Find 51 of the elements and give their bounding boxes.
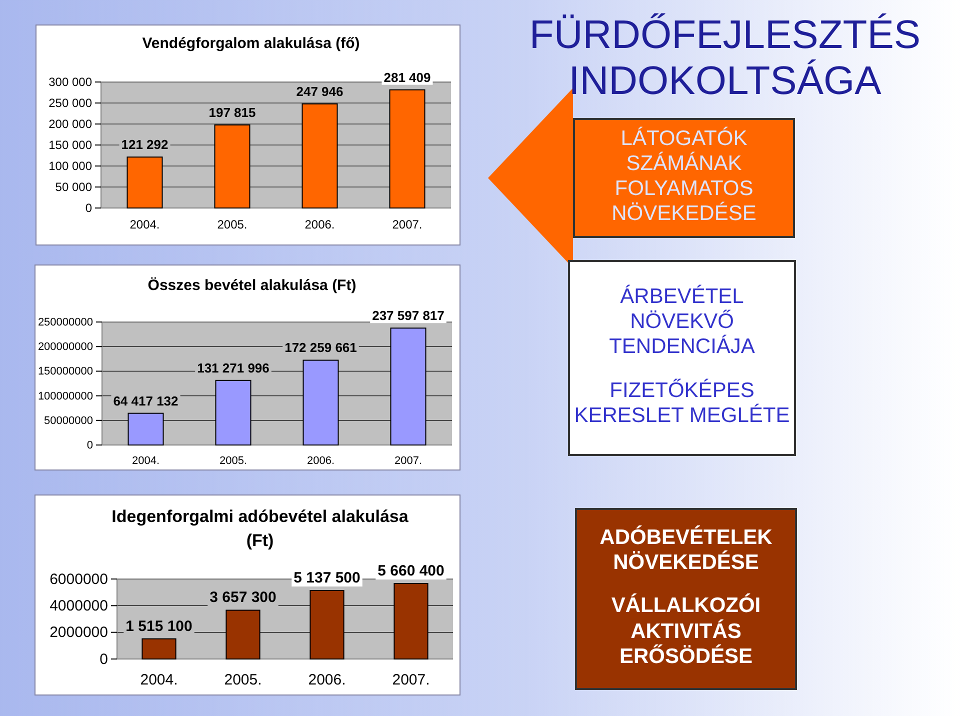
- data-label: 3 657 300: [210, 589, 276, 606]
- x-tick-label: 2004.: [140, 672, 178, 689]
- data-label: 131 271 996: [197, 360, 270, 376]
- y-tick-label: 100000000: [38, 390, 93, 402]
- y-tick-label: 0: [100, 650, 108, 668]
- y-tick-label: 50 000: [55, 180, 92, 194]
- text: FÜRDŐFEJLESZTÉS INDOKOLTSÁGA: [528, 12, 922, 104]
- bar: [142, 638, 176, 660]
- chart-title: Összes bevétel alakulása (Ft): [148, 277, 356, 294]
- data-label: 172 259 661: [284, 340, 357, 356]
- y-tick-label: 150000000: [38, 366, 93, 378]
- y-tick-label: 4000000: [50, 597, 108, 614]
- y-tick-label: 6000000: [50, 570, 108, 588]
- chart-title: Vendégforgalom alakulása (fő): [142, 35, 360, 52]
- text: FIZETŐKÉPES KERESLET MEGLÉTE: [573, 378, 791, 428]
- data-label: 281 409: [384, 70, 431, 85]
- text: LÁTOGATÓK SZÁMÁNAK FOLYAMATOS NÖVEKEDÉSE: [610, 126, 758, 226]
- y-tick-label: 150 000: [48, 138, 92, 152]
- text: ÁRBEVÉTEL NÖVEKVŐ TENDENCIÁJA: [608, 284, 756, 360]
- x-tick-label: 2005.: [217, 218, 248, 232]
- x-tick-label: 2004.: [130, 218, 160, 232]
- data-label: 121 292: [121, 137, 168, 152]
- data-label: 5 660 400: [378, 562, 444, 580]
- data-label: 197 815: [208, 104, 256, 120]
- y-tick-label: 0: [86, 440, 93, 452]
- data-label: 247 946: [296, 84, 344, 99]
- y-tick-label: 250 000: [48, 96, 92, 110]
- y-tick-label: 250000000: [38, 316, 93, 329]
- x-tick-label: 2004.: [132, 454, 160, 467]
- x-tick-label: 2007.: [394, 454, 422, 467]
- y-tick-label: 50000000: [44, 414, 93, 427]
- data-label: 64 417 132: [113, 393, 178, 408]
- y-tick-label: 200 000: [48, 116, 92, 131]
- y-tick-label: 0: [85, 200, 92, 215]
- x-tick-label: 2005.: [224, 672, 262, 689]
- text: ADÓBEVÉTELEK NÖVEKEDÉSE: [598, 525, 774, 576]
- x-tick-label: 2006.: [304, 218, 335, 232]
- y-tick-label: 300 000: [48, 74, 92, 89]
- data-label: 237 597 817: [372, 308, 444, 324]
- x-tick-label: 2006.: [306, 454, 335, 467]
- x-tick-label: 2005.: [219, 454, 248, 467]
- text: VÁLLALKOZÓI AKTIVITÁS ERŐSÖDÉSE: [610, 593, 762, 669]
- chart-title: Idegenforgalmi adóbevétel alakulása (Ft): [112, 507, 409, 550]
- y-tick-label: 100 000: [48, 158, 92, 173]
- x-tick-label: 2007.: [392, 218, 422, 232]
- y-tick-label: 2000000: [50, 624, 108, 642]
- x-tick-label: 2006.: [308, 672, 346, 689]
- x-tick-label: 2007.: [392, 672, 430, 689]
- data-label: 5 137 500: [294, 570, 360, 586]
- data-label: 1 515 100: [126, 618, 192, 635]
- y-tick-label: 200000000: [38, 341, 93, 354]
